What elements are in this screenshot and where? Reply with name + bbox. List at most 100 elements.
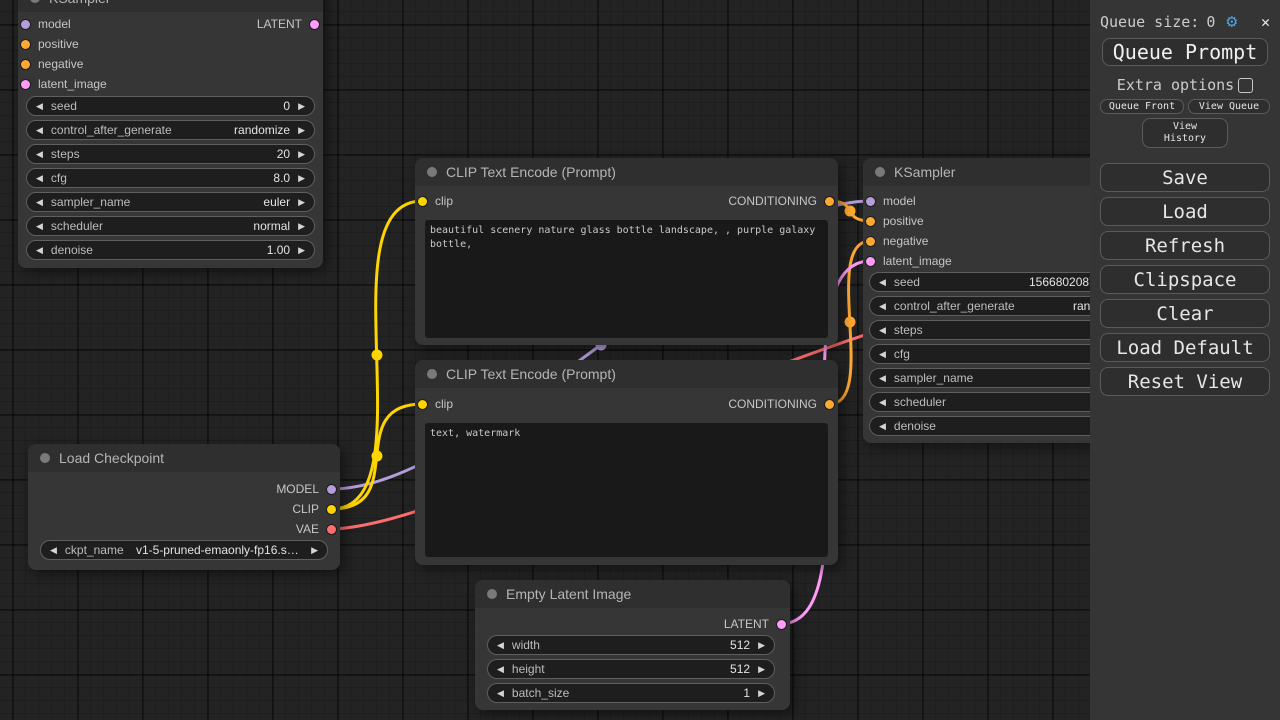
decrement-arrow-icon[interactable]: ◀ (497, 663, 504, 674)
widget-scheduler[interactable]: ◀ scheduler normal ▶ (26, 216, 315, 236)
widget-height[interactable]: ◀ height 512 ▶ (487, 659, 775, 679)
decrement-arrow-icon[interactable]: ◀ (36, 172, 43, 183)
load-button[interactable]: Load (1100, 197, 1270, 226)
collapse-dot-icon[interactable] (875, 167, 885, 177)
decrement-arrow-icon[interactable]: ◀ (879, 372, 886, 383)
decrement-arrow-icon[interactable]: ◀ (36, 148, 43, 159)
widget-width[interactable]: ◀ width 512 ▶ (487, 635, 775, 655)
port-dot[interactable] (825, 399, 834, 409)
increment-arrow-icon[interactable]: ▶ (298, 100, 305, 111)
decrement-arrow-icon[interactable]: ◀ (497, 639, 504, 650)
input-port-negative[interactable]: negative (21, 57, 83, 71)
input-port-model[interactable]: model (21, 17, 71, 31)
input-port-clip[interactable]: clip (418, 194, 453, 208)
refresh-button[interactable]: Refresh (1100, 231, 1270, 260)
clear-button[interactable]: Clear (1100, 299, 1270, 328)
output-port-latent[interactable]: LATENT (257, 17, 319, 31)
widget-denoise[interactable]: ◀ denoise 1.00 ▶ (26, 240, 315, 260)
decrement-arrow-icon[interactable]: ◀ (36, 244, 43, 255)
port-dot[interactable] (327, 524, 336, 534)
output-port-conditioning[interactable]: CONDITIONING (728, 194, 834, 208)
decrement-arrow-icon[interactable]: ◀ (879, 276, 886, 287)
prompt-textarea[interactable]: beautiful scenery nature glass bottle la… (425, 220, 828, 338)
collapse-dot-icon[interactable] (30, 0, 40, 3)
node-title-bar[interactable]: Empty Latent Image (475, 580, 790, 608)
widget-control-after-generate[interactable]: ◀ control_after_generate randomize ▶ (26, 120, 315, 140)
collapse-dot-icon[interactable] (487, 589, 497, 599)
input-port-latent-image[interactable]: latent_image (21, 77, 107, 91)
input-port-clip[interactable]: clip (418, 397, 453, 411)
port-dot[interactable] (418, 399, 427, 409)
output-port-latent[interactable]: LATENT (724, 617, 786, 631)
decrement-arrow-icon[interactable]: ◀ (879, 348, 886, 359)
output-port-conditioning[interactable]: CONDITIONING (728, 397, 834, 411)
port-dot[interactable] (310, 19, 319, 29)
port-dot[interactable] (21, 19, 30, 29)
port-dot[interactable] (825, 196, 834, 206)
queue-prompt-button[interactable]: Queue Prompt (1102, 38, 1268, 66)
port-dot[interactable] (866, 216, 875, 226)
output-port-model[interactable]: MODEL (276, 482, 336, 496)
node-empty-latent-image[interactable]: Empty Latent Image LATENT ◀ width 512 ▶ … (475, 580, 790, 710)
widget-sampler-name[interactable]: ◀ sampler_name euler ▶ (26, 192, 315, 212)
port-dot[interactable] (418, 196, 427, 206)
collapse-dot-icon[interactable] (40, 453, 50, 463)
prompt-textarea[interactable]: text, watermark (425, 423, 828, 557)
widget-batch-size[interactable]: ◀ batch_size 1 ▶ (487, 683, 775, 703)
increment-arrow-icon[interactable]: ▶ (758, 687, 765, 698)
decrement-arrow-icon[interactable]: ◀ (36, 220, 43, 231)
node-ksampler-left[interactable]: KSampler model positive negative latent_… (18, 0, 323, 268)
load-default-button[interactable]: Load Default (1100, 333, 1270, 362)
increment-arrow-icon[interactable]: ▶ (298, 124, 305, 135)
port-dot[interactable] (21, 39, 30, 49)
decrement-arrow-icon[interactable]: ◀ (879, 396, 886, 407)
port-dot[interactable] (21, 79, 30, 89)
save-button[interactable]: Save (1100, 163, 1270, 192)
increment-arrow-icon[interactable]: ▶ (298, 196, 305, 207)
node-title-bar[interactable]: CLIP Text Encode (Prompt) (415, 158, 838, 186)
decrement-arrow-icon[interactable]: ◀ (879, 300, 886, 311)
decrement-arrow-icon[interactable]: ◀ (36, 196, 43, 207)
close-icon[interactable]: ✕ (1260, 12, 1270, 31)
input-port-negative[interactable]: negative (866, 234, 928, 248)
node-load-checkpoint[interactable]: Load Checkpoint MODEL CLIP VAE ◀ ckpt_na… (28, 444, 340, 570)
increment-arrow-icon[interactable]: ▶ (298, 244, 305, 255)
extra-options-checkbox[interactable] (1238, 77, 1254, 93)
decrement-arrow-icon[interactable]: ◀ (879, 420, 886, 431)
queue-front-button[interactable]: Queue Front (1100, 99, 1184, 114)
node-title-bar[interactable]: CLIP Text Encode (Prompt) (415, 360, 838, 388)
widget-steps[interactable]: ◀ steps 20 ▶ (26, 144, 315, 164)
decrement-arrow-icon[interactable]: ◀ (879, 324, 886, 335)
increment-arrow-icon[interactable]: ▶ (298, 172, 305, 183)
port-dot[interactable] (866, 256, 875, 266)
output-port-vae[interactable]: VAE (296, 522, 336, 536)
decrement-arrow-icon[interactable]: ◀ (36, 100, 43, 111)
widget-cfg[interactable]: ◀ cfg 8.0 ▶ (26, 168, 315, 188)
output-port-clip[interactable]: CLIP (292, 502, 336, 516)
decrement-arrow-icon[interactable]: ◀ (36, 124, 43, 135)
port-dot[interactable] (777, 619, 786, 629)
node-clip-text-encode-negative[interactable]: CLIP Text Encode (Prompt) clip CONDITION… (415, 360, 838, 565)
port-dot[interactable] (327, 484, 336, 494)
reset-view-button[interactable]: Reset View (1100, 367, 1270, 396)
decrement-arrow-icon[interactable]: ◀ (50, 544, 57, 555)
view-queue-button[interactable]: View Queue (1188, 99, 1270, 114)
input-port-latent-image[interactable]: latent_image (866, 254, 952, 268)
node-title-bar[interactable]: Load Checkpoint (28, 444, 340, 472)
input-port-positive[interactable]: positive (866, 214, 924, 228)
port-dot[interactable] (866, 196, 875, 206)
settings-gear-icon[interactable]: ⚙ (1226, 11, 1238, 32)
collapse-dot-icon[interactable] (427, 167, 437, 177)
increment-arrow-icon[interactable]: ▶ (758, 663, 765, 674)
port-dot[interactable] (327, 504, 336, 514)
decrement-arrow-icon[interactable]: ◀ (497, 687, 504, 698)
port-dot[interactable] (21, 59, 30, 69)
increment-arrow-icon[interactable]: ▶ (298, 220, 305, 231)
node-clip-text-encode-positive[interactable]: CLIP Text Encode (Prompt) clip CONDITION… (415, 158, 838, 345)
input-port-positive[interactable]: positive (21, 37, 79, 51)
increment-arrow-icon[interactable]: ▶ (311, 544, 318, 555)
collapse-dot-icon[interactable] (427, 369, 437, 379)
node-title-bar[interactable]: KSampler (18, 0, 323, 12)
view-history-button[interactable]: View History (1142, 118, 1228, 148)
